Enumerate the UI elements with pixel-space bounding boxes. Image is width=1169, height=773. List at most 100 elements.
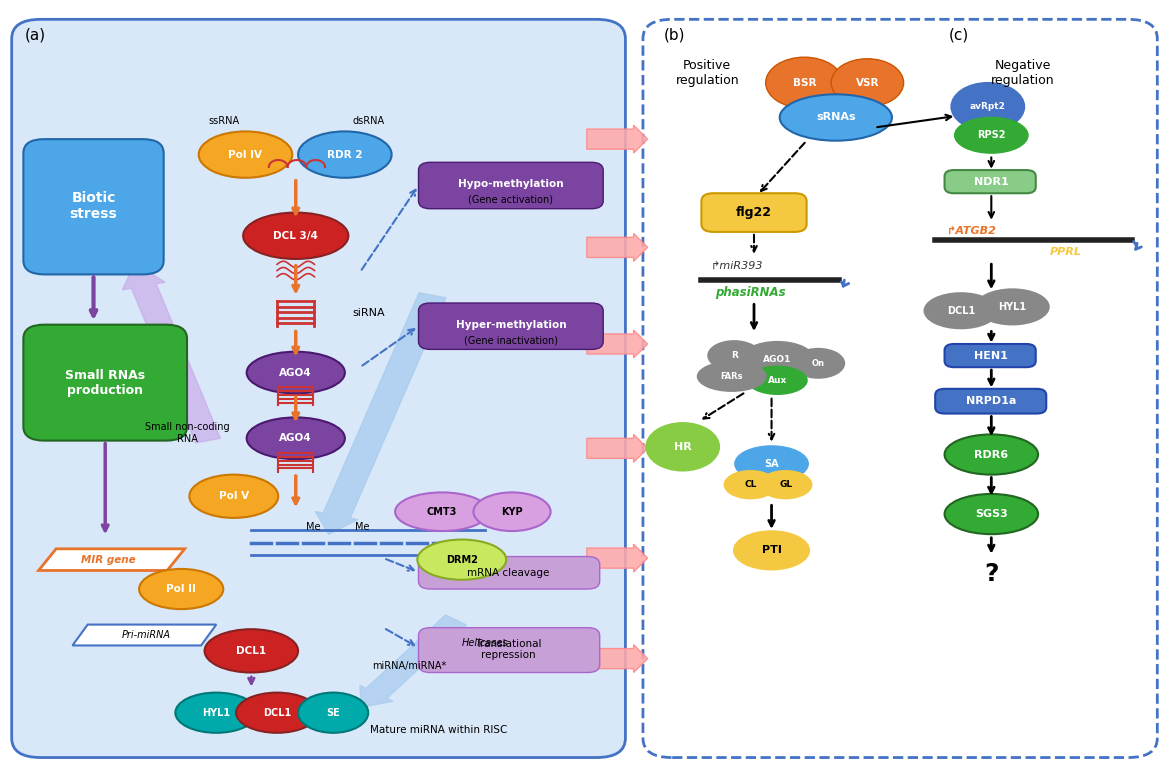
Text: On: On — [811, 359, 825, 368]
Ellipse shape — [395, 492, 489, 531]
Text: (a): (a) — [25, 27, 46, 43]
Polygon shape — [39, 549, 185, 570]
Ellipse shape — [945, 434, 1038, 475]
Text: DRM2: DRM2 — [445, 555, 478, 564]
Text: VSR: VSR — [856, 78, 879, 87]
Ellipse shape — [189, 475, 278, 518]
Text: AGO1: AGO1 — [763, 355, 791, 364]
Text: CL: CL — [745, 480, 756, 489]
Text: SGS3: SGS3 — [975, 509, 1008, 519]
Ellipse shape — [733, 530, 810, 570]
Ellipse shape — [298, 693, 368, 733]
Text: AGO4: AGO4 — [279, 434, 312, 443]
Text: PTI: PTI — [761, 546, 782, 555]
Text: Positive
regulation: Positive regulation — [676, 60, 739, 87]
Text: Small non-coding
RNA: Small non-coding RNA — [145, 422, 229, 444]
Ellipse shape — [247, 352, 345, 393]
Ellipse shape — [791, 348, 845, 379]
Text: ↱miR393: ↱miR393 — [711, 261, 763, 271]
Text: DCL1: DCL1 — [263, 708, 291, 717]
Ellipse shape — [780, 94, 892, 141]
Text: Mature miRNA within RISC: Mature miRNA within RISC — [369, 726, 507, 735]
Circle shape — [831, 59, 904, 107]
Text: BSR: BSR — [793, 78, 816, 87]
FancyBboxPatch shape — [945, 344, 1036, 367]
Text: RDR6: RDR6 — [974, 450, 1009, 459]
Ellipse shape — [954, 117, 1029, 154]
Text: RDR 2: RDR 2 — [327, 150, 362, 159]
Text: dsRNA: dsRNA — [352, 117, 385, 126]
Text: ?: ? — [984, 561, 998, 586]
Text: SE: SE — [326, 708, 340, 717]
Text: Pri-miRNA: Pri-miRNA — [122, 631, 171, 640]
Ellipse shape — [473, 492, 551, 531]
Ellipse shape — [975, 288, 1050, 325]
Text: Hyper-methylation: Hyper-methylation — [456, 320, 566, 329]
Ellipse shape — [243, 213, 348, 259]
Text: Hypo-methylation: Hypo-methylation — [458, 179, 563, 189]
Ellipse shape — [740, 341, 815, 378]
Text: NRPD1a: NRPD1a — [966, 397, 1017, 406]
Ellipse shape — [139, 569, 223, 609]
Text: Me: Me — [355, 523, 369, 532]
Text: NDR1: NDR1 — [974, 177, 1009, 186]
Text: KYP: KYP — [502, 507, 523, 516]
FancyArrow shape — [587, 645, 648, 673]
FancyBboxPatch shape — [945, 170, 1036, 193]
FancyBboxPatch shape — [419, 162, 603, 209]
Ellipse shape — [199, 131, 292, 178]
FancyArrow shape — [123, 264, 221, 443]
Ellipse shape — [247, 417, 345, 459]
Text: SA: SA — [765, 459, 779, 468]
Text: DCL1: DCL1 — [236, 646, 267, 656]
Text: DCL1: DCL1 — [947, 306, 975, 315]
FancyArrow shape — [316, 293, 447, 534]
Text: HYL1: HYL1 — [998, 302, 1026, 312]
Ellipse shape — [759, 470, 812, 499]
Text: Translational
repression: Translational repression — [476, 638, 541, 660]
Text: (b): (b) — [664, 27, 685, 43]
Polygon shape — [72, 625, 216, 645]
Text: ↱ATGB2: ↱ATGB2 — [947, 226, 997, 235]
Ellipse shape — [236, 693, 318, 733]
Text: AGO4: AGO4 — [279, 368, 312, 377]
FancyArrow shape — [587, 330, 648, 358]
FancyArrow shape — [587, 434, 648, 462]
FancyBboxPatch shape — [643, 19, 1157, 758]
Text: GL: GL — [779, 480, 793, 489]
Text: Biotic
stress: Biotic stress — [70, 191, 117, 222]
Ellipse shape — [205, 629, 298, 673]
Text: Helicases: Helicases — [462, 638, 509, 648]
Ellipse shape — [734, 445, 809, 482]
Ellipse shape — [747, 366, 808, 395]
Text: ssRNA: ssRNA — [209, 117, 240, 126]
Text: Pol IV: Pol IV — [228, 150, 263, 159]
Text: (c): (c) — [948, 27, 969, 43]
Ellipse shape — [417, 540, 506, 580]
FancyBboxPatch shape — [12, 19, 625, 758]
Text: R: R — [731, 351, 738, 360]
Text: CMT3: CMT3 — [427, 507, 457, 516]
Text: avRpt2: avRpt2 — [970, 102, 1005, 111]
Text: RPS2: RPS2 — [977, 131, 1005, 140]
FancyBboxPatch shape — [23, 325, 187, 441]
FancyBboxPatch shape — [935, 389, 1046, 414]
Text: mRNA cleavage: mRNA cleavage — [468, 568, 549, 577]
Ellipse shape — [724, 470, 777, 499]
FancyArrow shape — [587, 544, 648, 572]
Circle shape — [645, 422, 720, 472]
Text: sRNAs: sRNAs — [816, 113, 856, 122]
Ellipse shape — [697, 361, 767, 392]
FancyArrow shape — [587, 233, 648, 261]
Text: siRNA: siRNA — [352, 308, 385, 318]
Text: MIR gene: MIR gene — [82, 555, 136, 564]
Text: Aux: Aux — [768, 376, 787, 385]
Circle shape — [766, 57, 843, 108]
Text: PPRL: PPRL — [1050, 247, 1081, 257]
FancyBboxPatch shape — [23, 139, 164, 274]
Circle shape — [950, 82, 1025, 131]
FancyArrow shape — [587, 125, 648, 153]
Text: flg22: flg22 — [736, 206, 772, 219]
Ellipse shape — [175, 693, 257, 733]
FancyBboxPatch shape — [419, 303, 603, 349]
